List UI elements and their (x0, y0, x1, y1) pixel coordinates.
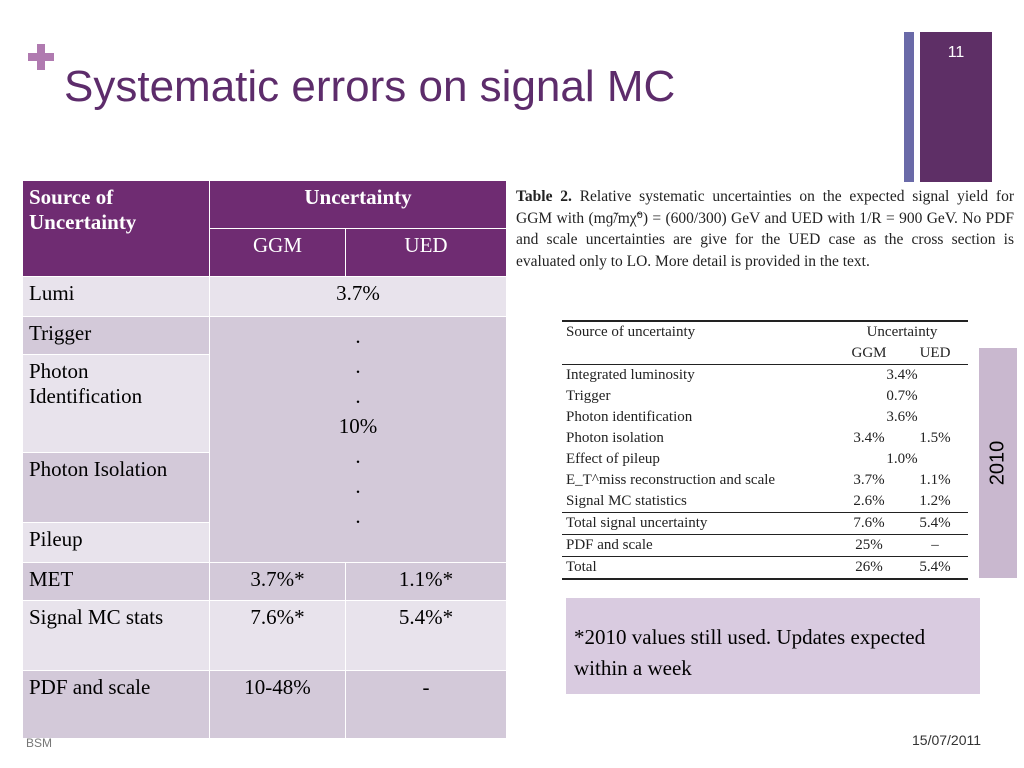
row-source: Lumi (22, 276, 210, 317)
dot: . (355, 354, 361, 378)
row-value: 3.7% (209, 276, 507, 317)
paper-total-signal-ggm: 7.6% (853, 515, 885, 531)
paper-header-ggm: GGM (851, 345, 887, 361)
paper-row-ued: 1.2% (919, 493, 951, 509)
row-source: Photon Isolation (22, 452, 210, 523)
paper-row-source: Trigger (566, 388, 611, 404)
caption-text: Relative systematic uncertainties on the… (516, 188, 1014, 270)
side-year-label: 2010 (979, 348, 1017, 578)
paper-table: Source of uncertainty Uncertainty GGM UE… (562, 320, 968, 580)
slide-number: 11 (947, 44, 965, 61)
row-ued: 5.4%* (345, 600, 507, 671)
paper-pdf: PDF and scale (566, 537, 653, 553)
paper-row-value: 3.4% (886, 367, 918, 383)
merged-value: 10% (338, 414, 378, 438)
slide-date: 15/07/2011 (912, 732, 982, 748)
paper-header-source: Source of uncertainty (566, 324, 696, 340)
paper-total: Total (566, 559, 597, 575)
row-source: Signal MC stats (22, 600, 210, 671)
paper-row-source: Photon identification (566, 409, 693, 425)
paper-total-ued: 5.4% (919, 559, 951, 575)
header-ued: UED (345, 228, 507, 277)
row-ued: 1.1%* (345, 562, 507, 601)
dot: . (355, 444, 361, 468)
header-ggm: GGM (209, 228, 346, 277)
row-source: PDF and scale (22, 670, 210, 739)
paper-row-ggm: 2.6% (853, 493, 885, 509)
note-box: *2010 values still used. Updates expecte… (566, 598, 980, 694)
paper-row-source: Signal MC statistics (566, 493, 687, 509)
dot: . (355, 324, 361, 348)
row-source: Photon Identification (22, 354, 210, 453)
paper-total-signal: Total signal uncertainty (566, 515, 708, 531)
row-source: Pileup (22, 522, 210, 563)
paper-row-ued: 1.5% (919, 430, 951, 446)
paper-row-ggm: 3.4% (853, 430, 885, 446)
row-ggm: 7.6%* (209, 600, 346, 671)
paper-row-value: 3.6% (886, 409, 918, 425)
plus-icon (28, 44, 54, 70)
paper-header-uncertainty: Uncertainty (866, 324, 938, 340)
paper-total-signal-ued: 5.4% (919, 515, 951, 531)
header-source: Source of Uncertainty (22, 180, 210, 277)
slide-title: Systematic errors on signal MC (64, 62, 676, 111)
paper-row-ued: 1.1% (919, 472, 951, 488)
row-ggm: 10-48% (209, 670, 346, 739)
accent-bar-blue (904, 32, 914, 182)
paper-header-ued: UED (919, 345, 951, 361)
uncertainty-table: Source of Uncertainty Uncertainty GGM UE… (22, 180, 507, 739)
caption-label: Table 2. (516, 188, 572, 205)
paper-row-value: 0.7% (886, 388, 918, 404)
paper-row-ggm: 3.7% (853, 472, 885, 488)
paper-row-value: 1.0% (886, 451, 918, 467)
paper-total-ggm: 26% (855, 559, 883, 575)
paper-row-source: E_T^miss reconstruction and scale (566, 472, 776, 488)
paper-row-source: Photon isolation (566, 430, 664, 446)
paper-row-source: Integrated luminosity (566, 367, 695, 383)
footer-fragment: BSM (26, 736, 53, 750)
dot: . (355, 504, 361, 528)
merged-value-cell: . . . 10% . . . (209, 316, 507, 563)
row-ued: - (345, 670, 507, 739)
row-source: MET (22, 562, 210, 601)
dot: . (355, 474, 361, 498)
header-uncertainty: Uncertainty (209, 180, 507, 229)
accent-bar-purple (920, 32, 992, 182)
side-year-text: 2010 (986, 440, 1009, 486)
paper-pdf-ued: – (931, 537, 939, 553)
paper-pdf-ggm: 25% (855, 537, 883, 553)
paper-row-source: Effect of pileup (566, 451, 660, 467)
row-ggm: 3.7%* (209, 562, 346, 601)
row-source: Trigger (22, 316, 210, 355)
paper-caption: Table 2. Relative systematic uncertainti… (516, 186, 1014, 272)
dot: . (355, 384, 361, 408)
